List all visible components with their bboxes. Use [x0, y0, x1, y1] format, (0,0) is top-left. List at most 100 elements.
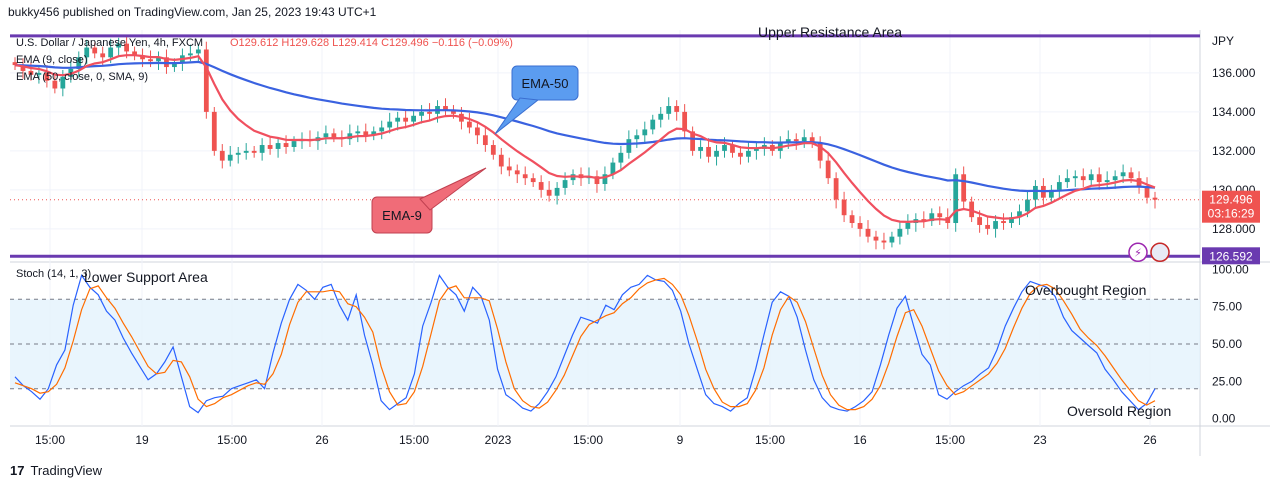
candle-body: [1056, 182, 1062, 190]
candle-body: [108, 47, 114, 58]
candle-body: [514, 170, 520, 175]
candle-body: [498, 154, 504, 167]
candle-body: [411, 115, 416, 122]
candle-body: [219, 150, 225, 161]
candle-body: [148, 59, 153, 62]
lower-support-label: Lower Support Area: [84, 269, 208, 285]
x-tick-label: 15:00: [755, 433, 785, 447]
lightning-glyph-icon: ⚡: [1134, 246, 1142, 259]
candle-body: [283, 143, 289, 147]
candle-body: [825, 160, 831, 179]
candle-body: [259, 145, 265, 153]
ohlc-values: O129.612 H129.628 L129.414 C129.496 −0.1…: [230, 37, 513, 49]
x-tick-label: 15:00: [217, 433, 247, 447]
candle-body: [12, 62, 18, 66]
candle-body: [650, 119, 656, 130]
candle-body: [594, 176, 600, 185]
candle-body: [243, 150, 249, 153]
candle-body: [682, 111, 688, 132]
y-tick-label: 136.000: [1212, 66, 1256, 80]
chart-svg[interactable]: 15:00 19 15:00 26 15:00 2023 15:00 9 15:00 16 15:0…: [0, 0, 1280, 460]
candle-body: [817, 143, 823, 161]
y-tick-label: 132.000: [1212, 144, 1256, 158]
candle-body: [467, 121, 472, 128]
stoch-y-tick: 50.00: [1212, 337, 1242, 351]
x-tick-label: 15:00: [35, 433, 65, 447]
candle-body: [1009, 217, 1014, 224]
stoch-y-tick: 25.00: [1212, 374, 1242, 388]
ema50-callout-box: [511, 65, 579, 101]
candle-body: [969, 201, 975, 218]
x-tick-label: 26: [315, 433, 329, 447]
ema50-legend: EMA (50, close, 0, SMA, 9): [16, 71, 148, 83]
candle-body: [865, 228, 871, 237]
candle-body: [227, 154, 233, 161]
x-tick-label: 26: [1143, 433, 1157, 447]
candle-body: [195, 49, 201, 54]
oversold-label: Oversold Region: [1067, 403, 1171, 419]
candle-body: [738, 152, 743, 157]
candle-body: [291, 141, 297, 147]
candle-body: [929, 213, 935, 222]
candle-body: [443, 106, 448, 110]
candle-body: [554, 187, 560, 196]
candle-body: [889, 236, 895, 243]
currency-label: JPY: [1212, 34, 1234, 48]
candle-body: [698, 146, 703, 151]
candle-body: [546, 189, 552, 196]
candle-body: [1048, 189, 1054, 198]
candle-body: [20, 65, 26, 71]
x-tick-label: 15:00: [935, 433, 965, 447]
candle-body: [1128, 172, 1134, 179]
candle-body: [658, 113, 664, 120]
us-flag-icon: [1150, 242, 1170, 263]
candle-body: [897, 228, 903, 237]
candle-body: [993, 221, 998, 229]
ema50-callout-pointer: [494, 97, 540, 135]
candle-body: [961, 174, 967, 202]
candle-body: [355, 131, 361, 134]
candle-body: [267, 145, 273, 149]
stoch-k-line: [14, 274, 1156, 414]
symbol-title: U.S. Dollar / Japanese Yen, 4h, FXCM: [16, 37, 203, 49]
candle-body: [116, 43, 122, 48]
candle-body: [530, 178, 536, 183]
x-tick-label: 2023: [485, 433, 512, 447]
candle-body: [100, 53, 106, 58]
support-price-tag-text: 126.592: [1209, 249, 1253, 263]
candle-body: [1017, 211, 1022, 218]
candle-body: [602, 174, 608, 185]
x-tick-label: 19: [135, 433, 149, 447]
candle-body: [132, 51, 137, 56]
candle-body: [801, 137, 807, 142]
y-tick-label: 134.000: [1212, 105, 1256, 119]
candle-body: [203, 49, 209, 112]
candle-body: [1088, 174, 1094, 181]
footer-brand: TradingView: [30, 463, 103, 478]
stoch-d-line: [14, 277, 1156, 411]
candle-body: [730, 145, 735, 153]
candle-body: [538, 182, 544, 190]
x-tick-label: 15:00: [573, 433, 603, 447]
candle-body: [44, 72, 50, 81]
upper-resistance-label: Upper Resistance Area: [758, 24, 902, 40]
candle-body: [873, 236, 879, 241]
x-tick-label: 16: [853, 433, 867, 447]
candle-body: [451, 109, 456, 114]
candle-body: [1144, 185, 1150, 198]
candle-body: [881, 240, 887, 243]
candle-body: [84, 47, 90, 58]
candle-body: [363, 131, 369, 136]
candle-body: [52, 80, 58, 89]
candle-body: [379, 127, 385, 132]
candle-body: [1120, 172, 1126, 177]
candle-body: [387, 121, 393, 128]
candle-body: [985, 224, 990, 229]
candle-body: [172, 63, 177, 68]
candle-body: [1072, 176, 1078, 179]
candle-body: [419, 111, 424, 116]
tradingview-logo-icon: 17: [10, 463, 25, 478]
candle-body: [1080, 176, 1086, 181]
candle-body: [953, 174, 959, 224]
